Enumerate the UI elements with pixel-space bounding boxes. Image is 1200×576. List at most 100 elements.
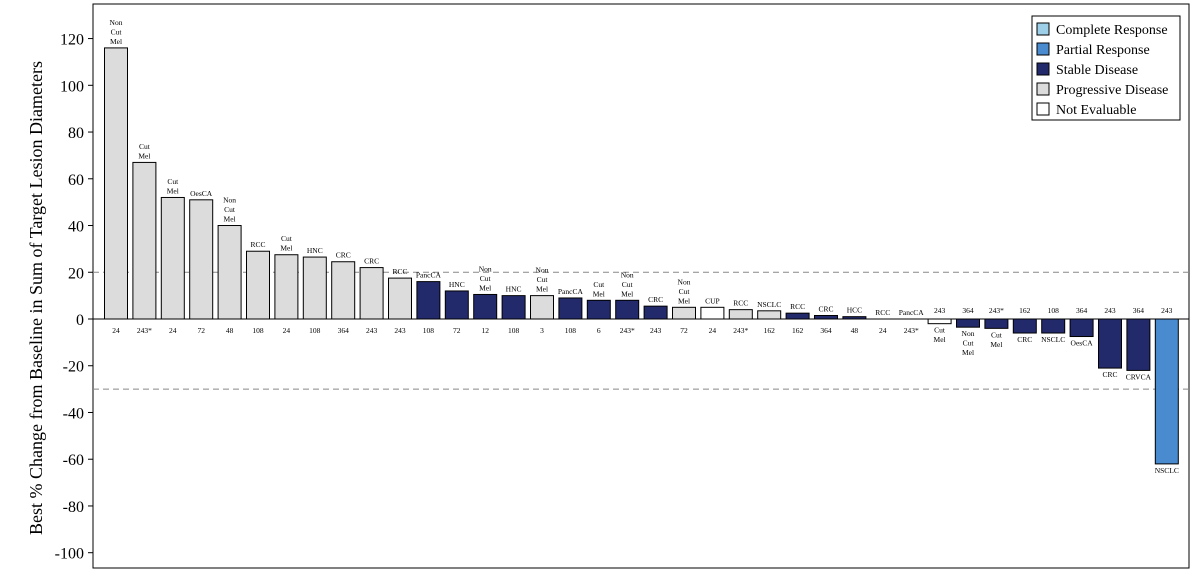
- bar: [189, 199, 214, 320]
- tumor-label: Cut: [224, 205, 236, 214]
- y-tick-label: 80: [68, 125, 84, 142]
- y-tick-label: -80: [63, 499, 84, 516]
- dose-label: 243: [650, 326, 662, 335]
- tumor-label: CRC: [648, 295, 663, 304]
- y-tick-label: -100: [55, 546, 84, 563]
- y-tick-label: 0: [76, 312, 84, 329]
- legend-swatch: [1036, 62, 1050, 76]
- tumor-label: Cut: [593, 280, 605, 289]
- tumor-label: CRC: [818, 304, 833, 313]
- tumor-label: CRC: [336, 251, 351, 260]
- dose-label: 162: [792, 326, 804, 335]
- legend-label: Complete Response: [1056, 23, 1168, 38]
- dose-label: 24: [879, 326, 887, 335]
- bar: [814, 314, 838, 320]
- dose-label: 243: [1161, 306, 1173, 315]
- tumor-label: CRVCA: [1126, 372, 1152, 381]
- bar: [104, 47, 128, 320]
- bar: [1012, 318, 1037, 334]
- tumor-label: Cut: [991, 330, 1003, 339]
- legend-box: [1031, 15, 1181, 121]
- tumor-label: CRC: [1017, 335, 1032, 344]
- bar: [444, 290, 469, 320]
- bar: [160, 196, 185, 320]
- bar: [217, 225, 242, 320]
- tumor-label: NSCLC: [757, 300, 781, 309]
- tumor-label: RCC: [875, 308, 890, 317]
- tumor-label: Cut: [622, 280, 634, 289]
- dose-label: 72: [680, 326, 688, 335]
- dose-label: 364: [338, 326, 350, 335]
- tumor-label: Cut: [480, 274, 492, 283]
- tumor-label: Mel: [167, 186, 179, 195]
- tumor-label: CRC: [1102, 370, 1117, 379]
- tumor-label: PancCA: [416, 271, 442, 280]
- bar: [1126, 318, 1151, 371]
- tumor-label: Cut: [111, 27, 123, 36]
- tumor-label: Mel: [934, 335, 946, 344]
- bar: [757, 310, 782, 320]
- tumor-label: Cut: [139, 142, 151, 151]
- dose-label: 6: [597, 326, 601, 335]
- tumor-label: Cut: [679, 287, 691, 296]
- bar: [700, 306, 725, 320]
- tumor-label: Non: [678, 277, 691, 286]
- dose-label: 243*: [137, 326, 152, 335]
- tumor-label: RCC: [392, 267, 407, 276]
- bars-group: [104, 47, 1179, 465]
- dose-label: 108: [565, 326, 577, 335]
- tumor-label: Non: [621, 270, 634, 279]
- legend-swatch: [1036, 42, 1050, 56]
- dose-label: 364: [1076, 306, 1088, 315]
- tumor-label: OesCA: [190, 189, 213, 198]
- tumor-label: Cut: [537, 275, 549, 284]
- bar: [388, 277, 412, 320]
- bar: [615, 299, 640, 320]
- dose-label: 108: [423, 326, 435, 335]
- tumor-label: NSCLC: [1041, 335, 1065, 344]
- bar-labels-group: 24NonCutMel243*CutMel24CutMel72OesCA48No…: [110, 18, 1179, 475]
- bar: [501, 295, 526, 320]
- dose-label: 243: [1104, 306, 1116, 315]
- legend: Complete Response Partial Response Stable …: [1031, 15, 1181, 121]
- bar: [416, 281, 441, 320]
- dose-label: 48: [226, 326, 234, 335]
- dose-label: 162: [1019, 306, 1031, 315]
- tumor-label: HNC: [506, 285, 522, 294]
- y-tick-label: -20: [63, 359, 84, 376]
- bar: [132, 161, 157, 320]
- bar: [1069, 318, 1094, 338]
- legend-label: Stable Disease: [1056, 63, 1138, 78]
- bar: [246, 250, 270, 320]
- tumor-label: Mel: [621, 289, 633, 298]
- y-axis: 120 100 80 60 40 20 0 -20 -40 -60 -80 -100: [55, 32, 93, 563]
- dose-label: 72: [453, 326, 461, 335]
- dose-label: 24: [112, 326, 120, 335]
- dose-label: 24: [169, 326, 177, 335]
- dose-label: 243: [394, 326, 406, 335]
- y-tick-label: 100: [60, 78, 84, 95]
- dose-label: 72: [197, 326, 205, 335]
- tumor-label: RCC: [790, 302, 805, 311]
- bar: [274, 254, 299, 320]
- y-tick-label: 20: [68, 265, 84, 282]
- legend-swatch: [1036, 102, 1050, 116]
- bar: [530, 295, 554, 320]
- bar: [586, 299, 611, 320]
- dose-label: 364: [1133, 306, 1145, 315]
- tumor-label: Mel: [138, 151, 150, 160]
- dose-label: 243: [934, 306, 946, 315]
- tumor-label: Cut: [963, 339, 975, 348]
- legend-swatch: [1036, 22, 1050, 36]
- legend-label: Progressive Disease: [1056, 83, 1168, 98]
- bar: [302, 256, 327, 320]
- tumor-label: PancCA: [558, 287, 584, 296]
- dose-label: 24: [709, 326, 717, 335]
- bar: [927, 318, 952, 325]
- bar: [643, 305, 668, 320]
- bar: [1041, 318, 1066, 334]
- tumor-label: RCC: [250, 240, 265, 249]
- tumor-label: HCC: [847, 306, 862, 315]
- legend-swatch: [1036, 82, 1050, 96]
